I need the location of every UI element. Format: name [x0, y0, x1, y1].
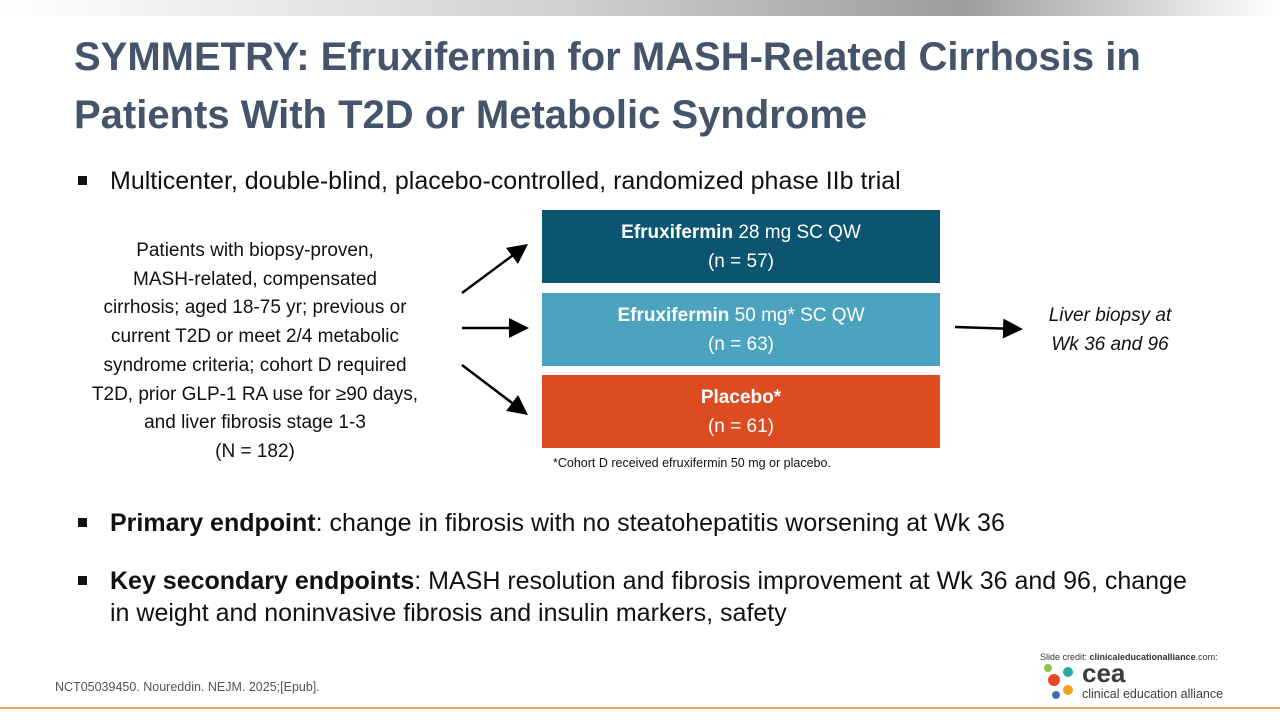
outcome-line: Liver biopsy at: [1048, 305, 1172, 326]
arm-name: Efruxifermin: [617, 305, 730, 326]
logo-dot: [1044, 664, 1052, 672]
slide-credit: Slide credit: clinicaleducationalliance.…: [1040, 652, 1218, 662]
population-line: Patients with biopsy-proven,: [136, 240, 374, 261]
arm-dose: 50 mg* SC QW: [729, 305, 865, 326]
credit-suffix: .com:: [1195, 652, 1218, 662]
arm-name: Efruxifermin: [621, 222, 734, 243]
endpoint-bullet: Primary endpoint: change in fibrosis wit…: [78, 507, 1230, 539]
logo-name: clinical education alliance: [1082, 687, 1224, 701]
bottom-line: [0, 707, 1280, 709]
arm-box: Efruxifermin 50 mg* SC QW (n = 63): [542, 293, 940, 366]
logo-dot: [1063, 667, 1073, 677]
arm-n: (n = 57): [707, 251, 774, 272]
footnote: *Cohort D received efruxifermin 50 mg or…: [553, 456, 831, 470]
arrow: [461, 364, 528, 416]
arm-box: Placebo* (n = 61): [542, 375, 940, 448]
reference: NCT05039450. Noureddin. NEJM. 2025;[Epub…: [55, 680, 320, 694]
design-bullet: Multicenter, double-blind, placebo-contr…: [78, 165, 1210, 197]
arm-box: Efruxifermin 28 mg SC QW (n = 57): [542, 210, 940, 283]
population-line: (N = 182): [215, 440, 295, 462]
arm-n: (n = 61): [707, 416, 774, 437]
endpoint-bullet: Key secondary endpoints: MASH resolution…: [78, 565, 1190, 629]
population-line: syndrome criteria; cohort D required: [103, 354, 407, 376]
outcome-line: Wk 36 and 96: [1051, 333, 1169, 355]
title: SYMMETRY: Efruxifermin for MASH-Related …: [74, 35, 1141, 137]
logo-dot: [1063, 685, 1073, 695]
logo-word: cea: [1082, 658, 1126, 688]
population-line: T2D, prior GLP-1 RA use for ≥90 days,: [91, 383, 419, 405]
population-line: and liver fibrosis stage 1-3: [144, 412, 366, 434]
credit-site: clinicaleducationalliance: [1089, 652, 1196, 662]
top-bar: [0, 0, 1280, 16]
arm-name: Placebo*: [700, 387, 782, 408]
arrow: [954, 318, 1023, 339]
outcome: Liver biopsy at Wk 36 and 96: [1020, 302, 1200, 359]
endpoint-label: Key secondary endpoints: [110, 567, 415, 595]
logo-dot: [1048, 674, 1060, 686]
endpoint-text: : change in fibrosis with no steatohepat…: [315, 509, 1005, 537]
population-line: cirrhosis; aged 18-75 yr; previous or: [103, 297, 407, 319]
credit-prefix: Slide credit:: [1040, 652, 1090, 662]
population: Patients with biopsy-proven, MASH-related…: [60, 237, 450, 467]
arrow: [461, 244, 529, 295]
endpoint-label: Primary endpoint: [110, 509, 316, 537]
logo-dot: [1052, 691, 1060, 699]
population-line: current T2D or meet 2/4 metabolic: [111, 326, 399, 348]
endpoint-text: : MASH resolution and fibrosis improveme…: [110, 567, 1187, 627]
arm-dose: 28 mg SC QW: [733, 222, 861, 243]
arm-n: (n = 63): [707, 334, 774, 355]
population-line: MASH-related, compensated: [133, 268, 377, 290]
